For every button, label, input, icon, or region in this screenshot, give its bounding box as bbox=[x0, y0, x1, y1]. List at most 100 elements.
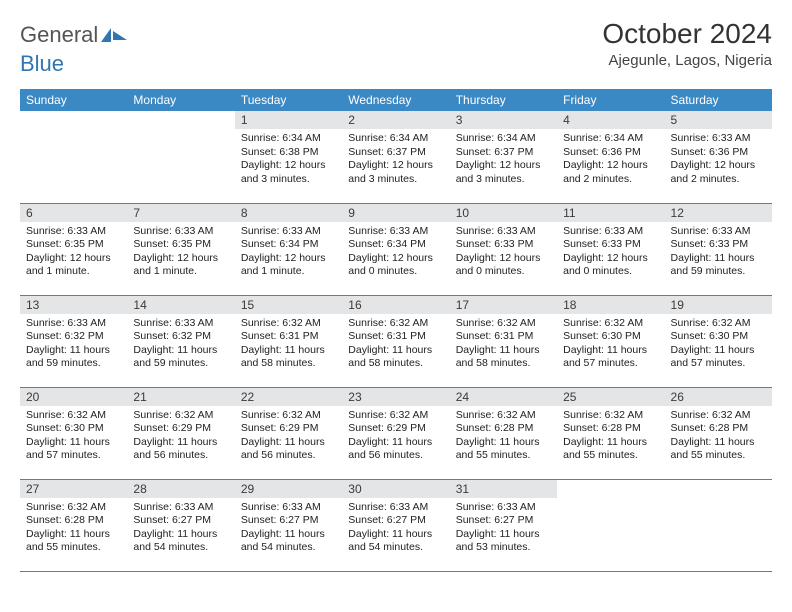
sunrise-line: Sunrise: 6:33 AM bbox=[671, 225, 766, 239]
calendar-cell: 11Sunrise: 6:33 AMSunset: 6:33 PMDayligh… bbox=[557, 203, 664, 295]
logo-triangle2-icon bbox=[113, 31, 127, 40]
day-number: 12 bbox=[665, 204, 772, 222]
logo: General bbox=[20, 18, 129, 48]
logo-text-general: General bbox=[20, 22, 98, 48]
sunrise-line: Sunrise: 6:33 AM bbox=[26, 225, 121, 239]
day-body: Sunrise: 6:33 AMSunset: 6:27 PMDaylight:… bbox=[235, 498, 342, 559]
daylight-line: Daylight: 11 hours and 55 minutes. bbox=[671, 436, 766, 463]
day-body: Sunrise: 6:33 AMSunset: 6:33 PMDaylight:… bbox=[450, 222, 557, 283]
sunset-line: Sunset: 6:29 PM bbox=[348, 422, 443, 436]
day-body: Sunrise: 6:32 AMSunset: 6:31 PMDaylight:… bbox=[450, 314, 557, 375]
day-number: 26 bbox=[665, 388, 772, 406]
sunset-line: Sunset: 6:33 PM bbox=[563, 238, 658, 252]
sunset-line: Sunset: 6:38 PM bbox=[241, 146, 336, 160]
sunrise-line: Sunrise: 6:33 AM bbox=[241, 501, 336, 515]
sunrise-line: Sunrise: 6:33 AM bbox=[26, 317, 121, 331]
calendar-cell: 23Sunrise: 6:32 AMSunset: 6:29 PMDayligh… bbox=[342, 387, 449, 479]
sunrise-line: Sunrise: 6:32 AM bbox=[26, 409, 121, 423]
sunrise-line: Sunrise: 6:33 AM bbox=[456, 501, 551, 515]
calendar-cell bbox=[557, 479, 664, 571]
day-body: Sunrise: 6:33 AMSunset: 6:35 PMDaylight:… bbox=[127, 222, 234, 283]
calendar-cell: 15Sunrise: 6:32 AMSunset: 6:31 PMDayligh… bbox=[235, 295, 342, 387]
sunset-line: Sunset: 6:37 PM bbox=[456, 146, 551, 160]
sunset-line: Sunset: 6:30 PM bbox=[26, 422, 121, 436]
day-body: Sunrise: 6:34 AMSunset: 6:37 PMDaylight:… bbox=[450, 129, 557, 190]
calendar-cell: 13Sunrise: 6:33 AMSunset: 6:32 PMDayligh… bbox=[20, 295, 127, 387]
daylight-line: Daylight: 12 hours and 2 minutes. bbox=[671, 159, 766, 186]
calendar-week-row: 6Sunrise: 6:33 AMSunset: 6:35 PMDaylight… bbox=[20, 203, 772, 295]
daylight-line: Daylight: 12 hours and 1 minute. bbox=[241, 252, 336, 279]
sunrise-line: Sunrise: 6:32 AM bbox=[348, 409, 443, 423]
sunrise-line: Sunrise: 6:34 AM bbox=[456, 132, 551, 146]
calendar-week-row: 1Sunrise: 6:34 AMSunset: 6:38 PMDaylight… bbox=[20, 111, 772, 203]
day-body: Sunrise: 6:33 AMSunset: 6:27 PMDaylight:… bbox=[450, 498, 557, 559]
daylight-line: Daylight: 11 hours and 55 minutes. bbox=[456, 436, 551, 463]
calendar-cell: 9Sunrise: 6:33 AMSunset: 6:34 PMDaylight… bbox=[342, 203, 449, 295]
day-body: Sunrise: 6:32 AMSunset: 6:28 PMDaylight:… bbox=[450, 406, 557, 467]
sunset-line: Sunset: 6:37 PM bbox=[348, 146, 443, 160]
day-body: Sunrise: 6:34 AMSunset: 6:38 PMDaylight:… bbox=[235, 129, 342, 190]
calendar-cell: 27Sunrise: 6:32 AMSunset: 6:28 PMDayligh… bbox=[20, 479, 127, 571]
col-monday: Monday bbox=[127, 89, 234, 111]
day-number: 21 bbox=[127, 388, 234, 406]
calendar-cell: 8Sunrise: 6:33 AMSunset: 6:34 PMDaylight… bbox=[235, 203, 342, 295]
daylight-line: Daylight: 11 hours and 55 minutes. bbox=[563, 436, 658, 463]
day-header-row: Sunday Monday Tuesday Wednesday Thursday… bbox=[20, 89, 772, 111]
daylight-line: Daylight: 11 hours and 54 minutes. bbox=[348, 528, 443, 555]
day-number: 13 bbox=[20, 296, 127, 314]
daylight-line: Daylight: 11 hours and 55 minutes. bbox=[26, 528, 121, 555]
day-body: Sunrise: 6:33 AMSunset: 6:34 PMDaylight:… bbox=[342, 222, 449, 283]
day-body: Sunrise: 6:32 AMSunset: 6:31 PMDaylight:… bbox=[342, 314, 449, 375]
day-number: 6 bbox=[20, 204, 127, 222]
daylight-line: Daylight: 12 hours and 0 minutes. bbox=[456, 252, 551, 279]
day-body: Sunrise: 6:32 AMSunset: 6:29 PMDaylight:… bbox=[127, 406, 234, 467]
calendar-cell: 12Sunrise: 6:33 AMSunset: 6:33 PMDayligh… bbox=[665, 203, 772, 295]
calendar-cell: 30Sunrise: 6:33 AMSunset: 6:27 PMDayligh… bbox=[342, 479, 449, 571]
sunrise-line: Sunrise: 6:32 AM bbox=[241, 317, 336, 331]
day-number: 2 bbox=[342, 111, 449, 129]
day-body: Sunrise: 6:32 AMSunset: 6:28 PMDaylight:… bbox=[20, 498, 127, 559]
day-number: 30 bbox=[342, 480, 449, 498]
day-body: Sunrise: 6:32 AMSunset: 6:28 PMDaylight:… bbox=[557, 406, 664, 467]
calendar-cell: 5Sunrise: 6:33 AMSunset: 6:36 PMDaylight… bbox=[665, 111, 772, 203]
day-body: Sunrise: 6:32 AMSunset: 6:30 PMDaylight:… bbox=[557, 314, 664, 375]
daylight-line: Daylight: 12 hours and 3 minutes. bbox=[456, 159, 551, 186]
day-body: Sunrise: 6:34 AMSunset: 6:37 PMDaylight:… bbox=[342, 129, 449, 190]
calendar-cell: 22Sunrise: 6:32 AMSunset: 6:29 PMDayligh… bbox=[235, 387, 342, 479]
sunset-line: Sunset: 6:33 PM bbox=[671, 238, 766, 252]
day-body: Sunrise: 6:33 AMSunset: 6:36 PMDaylight:… bbox=[665, 129, 772, 190]
day-number: 28 bbox=[127, 480, 234, 498]
sunrise-line: Sunrise: 6:32 AM bbox=[671, 409, 766, 423]
calendar-cell: 6Sunrise: 6:33 AMSunset: 6:35 PMDaylight… bbox=[20, 203, 127, 295]
col-thursday: Thursday bbox=[450, 89, 557, 111]
calendar-cell: 26Sunrise: 6:32 AMSunset: 6:28 PMDayligh… bbox=[665, 387, 772, 479]
day-number: 8 bbox=[235, 204, 342, 222]
day-number: 3 bbox=[450, 111, 557, 129]
sunrise-line: Sunrise: 6:34 AM bbox=[241, 132, 336, 146]
day-number: 14 bbox=[127, 296, 234, 314]
calendar-cell: 17Sunrise: 6:32 AMSunset: 6:31 PMDayligh… bbox=[450, 295, 557, 387]
sunset-line: Sunset: 6:28 PM bbox=[26, 514, 121, 528]
day-number: 5 bbox=[665, 111, 772, 129]
calendar-cell: 3Sunrise: 6:34 AMSunset: 6:37 PMDaylight… bbox=[450, 111, 557, 203]
day-body: Sunrise: 6:32 AMSunset: 6:31 PMDaylight:… bbox=[235, 314, 342, 375]
calendar-cell: 25Sunrise: 6:32 AMSunset: 6:28 PMDayligh… bbox=[557, 387, 664, 479]
daylight-line: Daylight: 12 hours and 0 minutes. bbox=[348, 252, 443, 279]
sunset-line: Sunset: 6:31 PM bbox=[241, 330, 336, 344]
sunset-line: Sunset: 6:29 PM bbox=[133, 422, 228, 436]
calendar-cell: 14Sunrise: 6:33 AMSunset: 6:32 PMDayligh… bbox=[127, 295, 234, 387]
sunrise-line: Sunrise: 6:33 AM bbox=[133, 225, 228, 239]
sunrise-line: Sunrise: 6:33 AM bbox=[133, 501, 228, 515]
calendar-table: Sunday Monday Tuesday Wednesday Thursday… bbox=[20, 89, 772, 572]
sunrise-line: Sunrise: 6:32 AM bbox=[456, 409, 551, 423]
day-number: 1 bbox=[235, 111, 342, 129]
col-tuesday: Tuesday bbox=[235, 89, 342, 111]
sunrise-line: Sunrise: 6:32 AM bbox=[671, 317, 766, 331]
day-number: 20 bbox=[20, 388, 127, 406]
sunset-line: Sunset: 6:35 PM bbox=[133, 238, 228, 252]
daylight-line: Daylight: 12 hours and 3 minutes. bbox=[241, 159, 336, 186]
sunset-line: Sunset: 6:30 PM bbox=[671, 330, 766, 344]
day-number: 22 bbox=[235, 388, 342, 406]
page-title: October 2024 bbox=[602, 18, 772, 50]
calendar-cell: 29Sunrise: 6:33 AMSunset: 6:27 PMDayligh… bbox=[235, 479, 342, 571]
